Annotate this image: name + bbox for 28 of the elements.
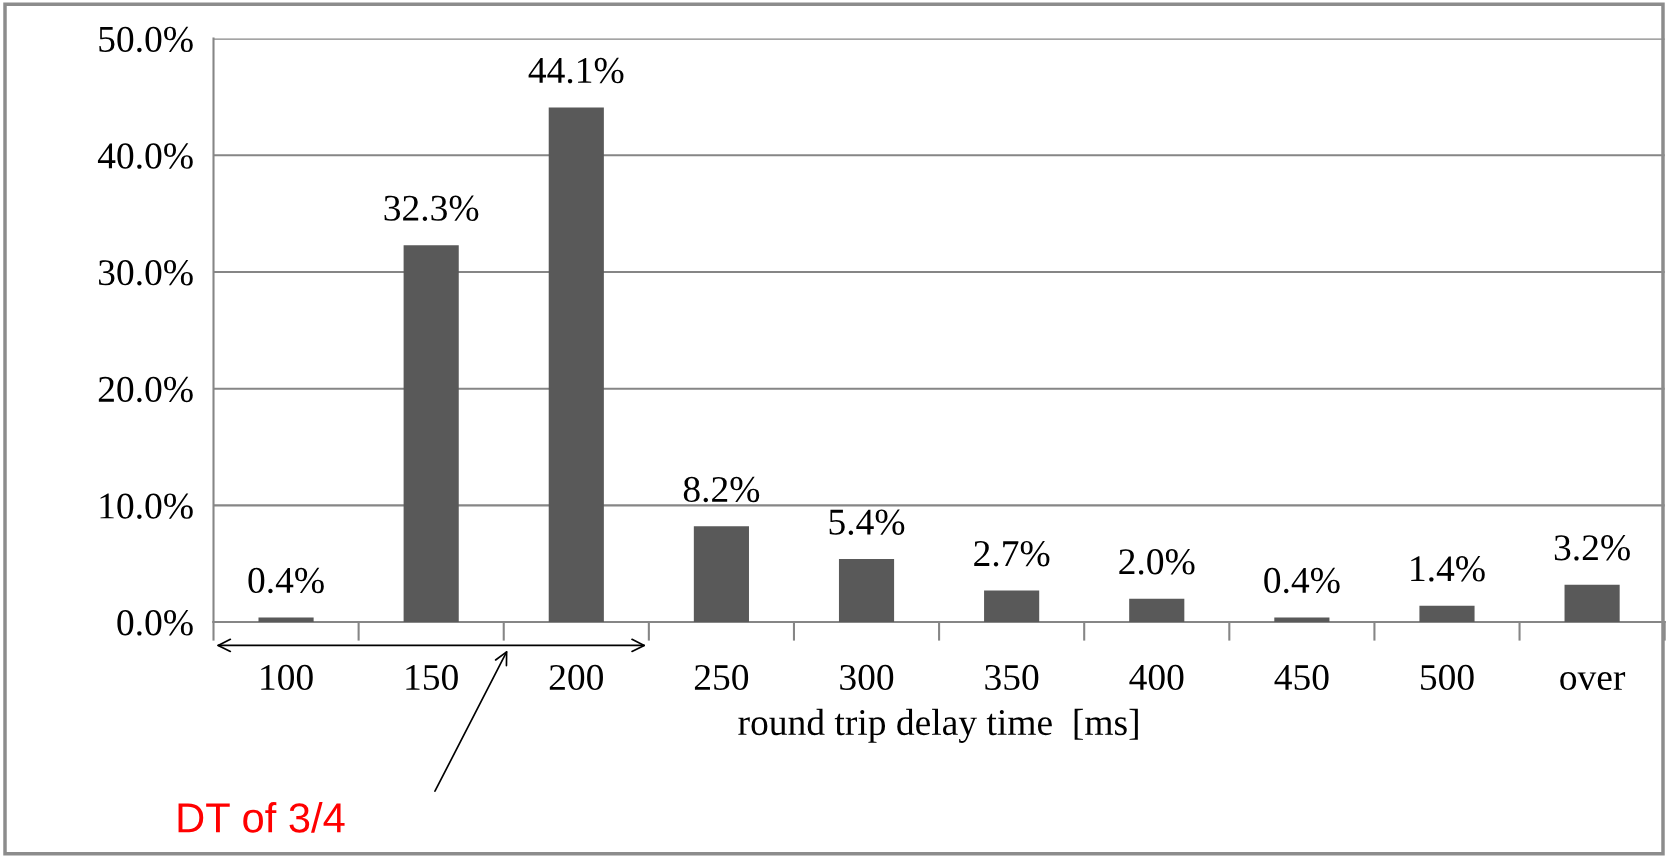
y-tick-label: 40.0%: [97, 143, 193, 169]
x-axis-title: round trip delay time [ms]: [738, 708, 1138, 743]
data-label: 1.4%: [1411, 556, 1485, 582]
x-tick-label: 450: [1274, 664, 1329, 691]
data-label: 8.2%: [683, 476, 760, 503]
text: DT of 3/4: [178, 802, 345, 833]
data-label: 44.1%: [528, 57, 624, 84]
data-label: 0.4%: [1264, 567, 1340, 594]
data-label: 3.2%: [1554, 535, 1630, 561]
x-tick-label: 300: [840, 664, 894, 691]
x-tick-label: 350: [985, 664, 1039, 691]
x-tick-label: 200: [549, 664, 603, 691]
x-tick-label: 150: [406, 664, 458, 691]
data-label: 5.4%: [829, 509, 905, 535]
y-tick-label: 20.0%: [98, 376, 193, 403]
data-label: 2.0%: [1119, 549, 1195, 575]
y-tick-label: 0.0%: [117, 610, 193, 636]
y-tick-label: 30.0%: [98, 260, 193, 286]
y-tick-label: 10.0%: [100, 493, 193, 519]
data-label: 32.3%: [384, 195, 479, 222]
x-tick-label: 400: [1129, 664, 1184, 691]
x-tick-label: 500: [1421, 664, 1474, 691]
data-label: 0.4%: [248, 567, 324, 594]
x-tick-label: 250: [694, 664, 749, 691]
data-label: 2.7%: [974, 540, 1050, 567]
x-tick-label: 100: [261, 664, 313, 691]
x-tick-label: over: [1560, 672, 1626, 691]
y-tick-label: 50.0%: [99, 26, 193, 53]
